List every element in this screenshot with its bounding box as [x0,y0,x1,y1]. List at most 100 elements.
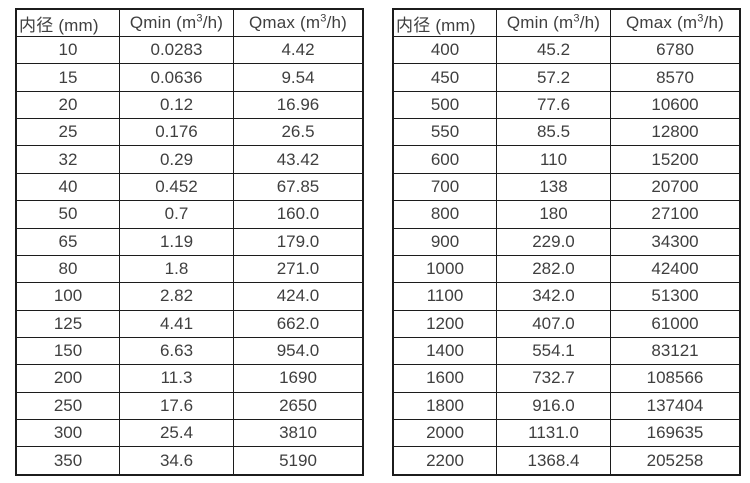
column-header-qmin: Qmin (m3/h) [496,8,611,37]
table-row: 1000 282.0 42400 [392,254,741,284]
cell-diameter: 20 [15,90,120,120]
cell-qmin: 180 [496,200,611,229]
cell-qmax: 160.0 [233,200,364,229]
cell-qmin: 0.176 [119,118,234,147]
cell-diameter: 32 [15,145,120,174]
cell-qmin: 57.2 [496,63,611,92]
cell-qmax: 2650 [233,391,364,421]
cell-qmin: 1.19 [119,227,234,256]
flow-table-large-diameters: 内径 (mm) Qmin (m3/h) Qmax (m3/h) 400 45.2 6780… [392,8,741,476]
cell-qmax: 27100 [610,200,741,229]
table-row: 100 2.82 424.0 [15,282,364,311]
column-header-diameter: 内径 (mm) [392,8,497,37]
table-row: 900 229.0 34300 [392,227,741,256]
cell-qmax: 3810 [233,419,364,448]
table-row: 25 0.176 26.5 [15,118,364,147]
table-row: 20 0.12 16.96 [15,90,364,120]
table-row: 1400 554.1 83121 [392,336,741,366]
cell-qmin: 77.6 [496,90,611,120]
table-row: 2200 1368.4 205258 [392,446,741,476]
cell-qmin: 85.5 [496,118,611,147]
cell-qmax: 83121 [610,336,741,366]
cell-qmax: 954.0 [233,336,364,366]
cell-diameter: 400 [392,35,497,65]
cell-qmax: 169635 [610,419,741,448]
cell-qmin: 1368.4 [496,446,611,476]
table-row: 550 85.5 12800 [392,118,741,147]
cell-diameter: 600 [392,145,497,174]
cell-qmax: 61000 [610,309,741,338]
cell-qmin: 25.4 [119,419,234,448]
column-header-qmax: Qmax (m3/h) [610,8,741,37]
cell-qmax: 15200 [610,145,741,174]
cell-qmin: 0.7 [119,200,234,229]
cell-qmin: 229.0 [496,227,611,256]
table-row: 65 1.19 179.0 [15,227,364,256]
cell-qmax: 16.96 [233,90,364,120]
cell-diameter: 1200 [392,309,497,338]
cell-diameter: 50 [15,200,120,229]
cell-qmin: 342.0 [496,282,611,311]
cell-qmax: 26.5 [233,118,364,147]
cell-qmin: 282.0 [496,254,611,284]
cell-qmin: 11.3 [119,364,234,393]
cell-qmin: 1.8 [119,254,234,284]
cell-diameter: 1600 [392,364,497,393]
column-header-qmax: Qmax (m3/h) [233,8,364,37]
table-row: 600 110 15200 [392,145,741,174]
table-row: 1600 732.7 108566 [392,364,741,393]
table-row: 300 25.4 3810 [15,419,364,448]
cell-qmax: 20700 [610,172,741,202]
table-row: 1100 342.0 51300 [392,282,741,311]
cell-diameter: 2000 [392,419,497,448]
flow-table-small-diameters: 内径 (mm) Qmin (m3/h) Qmax (m3/h) 10 0.0283 4.4… [15,8,364,476]
cell-qmax: 1690 [233,364,364,393]
table-row: 32 0.29 43.42 [15,145,364,174]
cell-diameter: 1800 [392,391,497,421]
table-row: 500 77.6 10600 [392,90,741,120]
cell-qmin: 732.7 [496,364,611,393]
table-row: 400 45.2 6780 [392,35,741,65]
cell-qmax: 43.42 [233,145,364,174]
cell-qmin: 0.0636 [119,63,234,92]
cell-qmax: 34300 [610,227,741,256]
cell-diameter: 2200 [392,446,497,476]
cell-qmax: 137404 [610,391,741,421]
cell-diameter: 80 [15,254,120,284]
header-row: 内径 (mm) Qmin (m3/h) Qmax (m3/h) [15,8,364,37]
table-row: 800 180 27100 [392,200,741,229]
cell-qmax: 10600 [610,90,741,120]
cell-qmax: 12800 [610,118,741,147]
cell-diameter: 700 [392,172,497,202]
cell-diameter: 350 [15,446,120,476]
cell-diameter: 65 [15,227,120,256]
table-row: 250 17.6 2650 [15,391,364,421]
cell-qmax: 42400 [610,254,741,284]
cell-diameter: 450 [392,63,497,92]
table-row: 200 11.3 1690 [15,364,364,393]
cell-qmin: 407.0 [496,309,611,338]
cell-qmax: 9.54 [233,63,364,92]
cell-qmin: 110 [496,145,611,174]
table-row: 50 0.7 160.0 [15,200,364,229]
table-row: 450 57.2 8570 [392,63,741,92]
cell-diameter: 100 [15,282,120,311]
cell-diameter: 300 [15,419,120,448]
cell-diameter: 40 [15,172,120,202]
table-row: 125 4.41 662.0 [15,309,364,338]
cell-qmin: 34.6 [119,446,234,476]
cell-qmin: 0.29 [119,145,234,174]
cell-diameter: 15 [15,63,120,92]
cell-qmin: 4.41 [119,309,234,338]
cell-qmin: 6.63 [119,336,234,366]
cell-qmin: 138 [496,172,611,202]
cell-qmax: 51300 [610,282,741,311]
cell-qmax: 179.0 [233,227,364,256]
table-row: 15 0.0636 9.54 [15,63,364,92]
table-row: 1800 916.0 137404 [392,391,741,421]
cell-diameter: 125 [15,309,120,338]
cell-qmax: 6780 [610,35,741,65]
table-row: 1200 407.0 61000 [392,309,741,338]
cell-qmax: 8570 [610,63,741,92]
